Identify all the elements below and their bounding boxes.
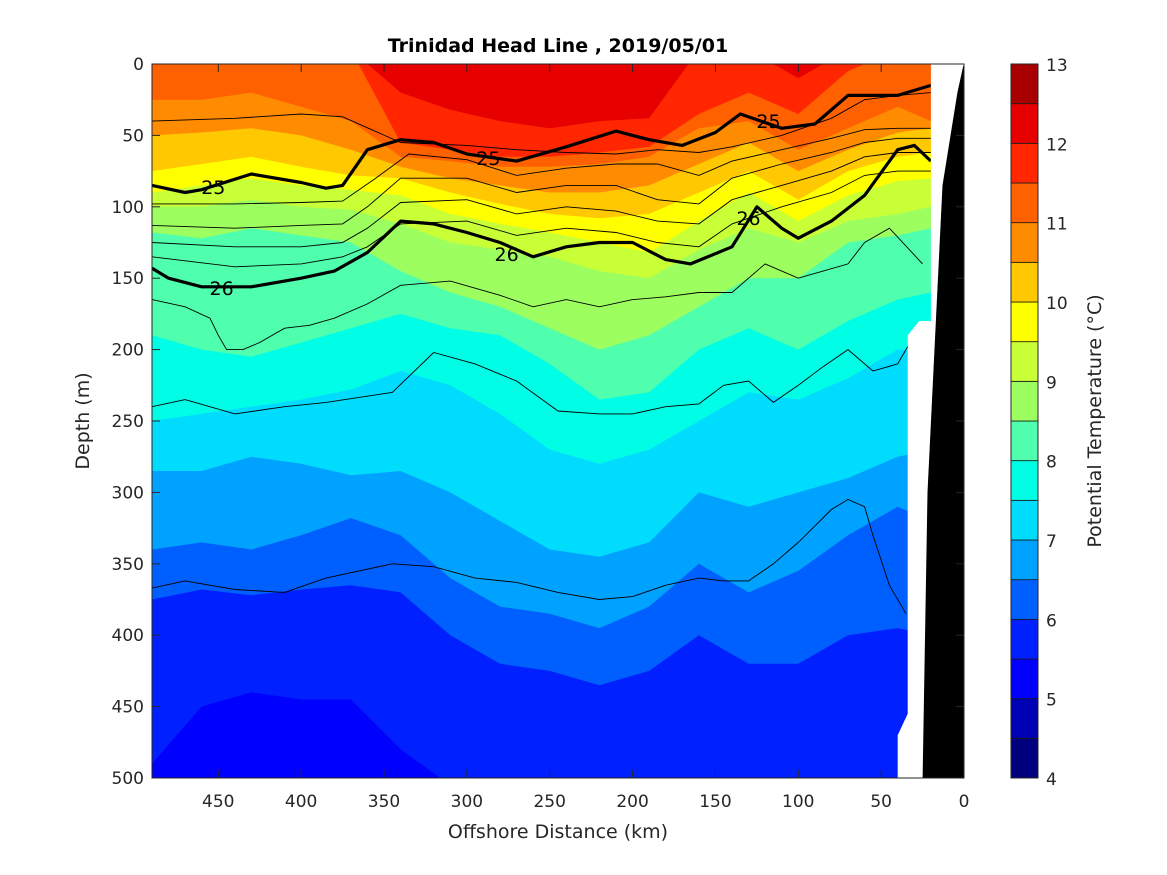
isopycnal-label-26: 26 <box>495 244 519 266</box>
x-tick-label: 450 <box>202 792 234 812</box>
masks <box>897 64 964 778</box>
colorbar-tick-label: 10 <box>1046 294 1068 314</box>
temperature-band-5 <box>147 783 969 792</box>
y-axis-label: Depth (m) <box>72 372 94 469</box>
colorbar-tick-label: 6 <box>1046 611 1057 631</box>
colorbar-bin <box>1010 737 1039 779</box>
colorbar-tick-label: 13 <box>1046 56 1068 76</box>
temperature-bands <box>147 64 969 792</box>
colorbar-bin <box>1010 499 1039 541</box>
temperature-band-5.5 <box>152 692 441 778</box>
x-tick-label: 250 <box>533 792 565 812</box>
thin-isopycnal-line <box>152 498 907 615</box>
isopycnal-25-line <box>152 83 932 195</box>
isopycnal-label-25: 25 <box>756 111 780 133</box>
colorbar-tick-label: 4 <box>1046 770 1057 790</box>
x-axis: 450 400 350 300 250 200 150 100 50 0 <box>202 64 969 812</box>
colorbar-bin <box>1010 380 1039 422</box>
thin-isopycnal-line <box>152 320 932 415</box>
y-tick-label: 300 <box>112 483 144 503</box>
colorbar-frame <box>1010 63 1039 779</box>
chart-title: Trinidad Head Line , 2019/05/01 <box>388 35 728 57</box>
isopycnal-labels: 25 25 25 26 26 26 <box>201 111 780 300</box>
colorbar-bin <box>1010 539 1039 581</box>
thin-isopycnal-line <box>152 127 931 205</box>
x-tick-label: 300 <box>451 792 483 812</box>
isopycnal-label-25: 25 <box>476 148 500 170</box>
y-tick-label: 0 <box>133 55 144 75</box>
colorbar-bin <box>1010 698 1039 739</box>
x-tick-label: 350 <box>368 792 400 812</box>
colorbar-bin <box>1010 579 1039 620</box>
isopycnal-label-26: 26 <box>736 208 760 230</box>
x-tick-label: 200 <box>616 792 648 812</box>
y-tick-label: 350 <box>112 555 144 575</box>
colorbar-bin <box>1010 182 1039 224</box>
thin-isopycnal-line <box>152 152 931 248</box>
colorbar-label: Potential Temperature (°C) <box>1084 294 1106 547</box>
isopycnal-label-25: 25 <box>201 177 225 199</box>
colorbar-tick-label: 9 <box>1046 373 1057 393</box>
thin-isopycnal-line <box>152 227 923 351</box>
colorbar-bin <box>1010 142 1039 184</box>
isopycnal-label-26: 26 <box>210 278 234 300</box>
colorbar-tick-label: 7 <box>1046 532 1057 552</box>
thin-isopycnal-line <box>152 137 931 229</box>
x-axis-label: Offshore Distance (km) <box>448 821 668 843</box>
colorbar-bin <box>1010 618 1039 660</box>
y-tick-label: 400 <box>112 626 144 646</box>
colorbar-bin <box>1010 460 1039 501</box>
colorbar-bin <box>1010 658 1039 700</box>
colorbar-tick-label: 8 <box>1046 453 1057 473</box>
colorbar-bin <box>1010 301 1039 343</box>
isopycnal-26-line <box>152 143 932 289</box>
x-tick-label: 100 <box>782 792 814 812</box>
colorbar-bin <box>1010 420 1039 462</box>
y-axis: 0 50 100 150 200 250 300 350 400 450 500 <box>112 55 964 789</box>
y-tick-label: 450 <box>112 698 144 718</box>
thick-isopycnals <box>152 83 932 289</box>
thin-isopycnal-line <box>152 92 931 155</box>
colorbar-tick-label: 12 <box>1046 135 1068 155</box>
colorbar-bin <box>1010 341 1039 382</box>
x-tick-label: 150 <box>699 792 731 812</box>
y-tick-label: 200 <box>112 341 144 361</box>
colorbar-tick-label: 5 <box>1046 691 1057 711</box>
colorbar: 4 5 6 7 8 9 10 11 12 13 <box>1010 56 1068 790</box>
x-tick-label: 50 <box>870 792 892 812</box>
colorbar-bin <box>1010 261 1039 303</box>
y-tick-label: 500 <box>112 769 144 789</box>
colorbar-tick-label: 11 <box>1046 215 1068 235</box>
y-tick-label: 150 <box>112 269 144 289</box>
colorbar-bin <box>1010 103 1039 144</box>
bathymetry-mask <box>922 66 964 778</box>
thin-isopycnal-line <box>152 170 931 268</box>
y-tick-label: 50 <box>122 126 144 146</box>
y-tick-label: 100 <box>112 198 144 218</box>
colorbar-bin <box>1010 63 1039 105</box>
colorbar-bin <box>1010 222 1039 263</box>
x-tick-label: 0 <box>959 792 970 812</box>
x-tick-label: 400 <box>285 792 317 812</box>
thin-isopycnals <box>152 92 932 615</box>
y-tick-label: 250 <box>112 412 144 432</box>
